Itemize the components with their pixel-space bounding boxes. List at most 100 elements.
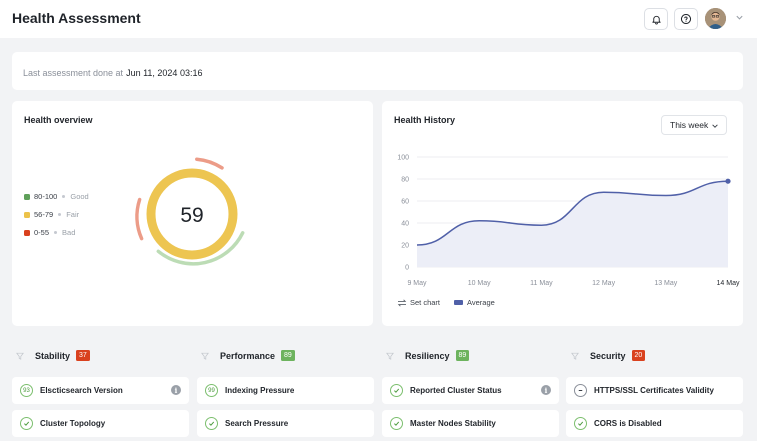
y-tick-label: 0	[405, 265, 409, 272]
chart-point-latest	[725, 178, 731, 184]
x-tick-label: 11 May	[530, 280, 553, 287]
x-tick-label: 14 May	[717, 280, 740, 287]
period-dropdown[interactable]: This week	[661, 115, 727, 135]
legend-swatch-good	[24, 193, 30, 200]
gauge-ring	[146, 168, 238, 260]
check-item-indexing-pressure[interactable]: 99 Indexing Pressure	[197, 377, 374, 404]
chevron-down-icon[interactable]	[735, 13, 744, 22]
check-icon	[205, 417, 218, 430]
last-assessment-label: Last assessment done at	[23, 68, 124, 78]
help-icon	[681, 14, 691, 24]
check-item-reported-cluster-status[interactable]: Reported Cluster Status i	[382, 377, 559, 404]
category-security: Security 20	[571, 350, 646, 361]
set-chart-button[interactable]: Set chart	[397, 298, 440, 307]
dash-icon	[574, 384, 587, 397]
health-score: 59	[180, 204, 203, 227]
last-assessment: Last assessment done at Jun 11, 2024 03:1…	[23, 68, 202, 78]
legend-range: 0-55	[34, 228, 50, 237]
legend-average-label: Average	[467, 298, 495, 307]
filter-icon[interactable]	[16, 352, 24, 360]
category-score-badge: 89	[281, 350, 295, 361]
legend-label: Good	[70, 192, 89, 201]
filter-icon[interactable]	[386, 352, 394, 360]
health-history-chart: 100 80 60 40 20 0 9 May 10 May 11 May 12 May 13 M…	[397, 155, 740, 288]
health-history-title: Health History	[394, 115, 456, 125]
y-tick-label: 60	[401, 199, 409, 206]
health-gauge: 59	[135, 157, 245, 266]
top-bar: Health Assessment	[0, 0, 757, 38]
legend-swatch-average	[454, 300, 464, 305]
period-label: This week	[670, 120, 709, 130]
check-item-label: HTTPS/SSL Certificates Validity	[594, 386, 714, 395]
score-indicator: 99	[205, 384, 218, 397]
check-item-label: Indexing Pressure	[225, 386, 295, 395]
check-icon	[390, 384, 403, 397]
filter-icon[interactable]	[201, 352, 209, 360]
y-tick-label: 40	[401, 221, 409, 228]
filter-icon[interactable]	[571, 352, 579, 360]
category-score-badge: 37	[76, 350, 90, 361]
category-score-badge: 89	[455, 350, 470, 361]
category-performance: Performance 89	[201, 350, 295, 361]
gauge-arc-good	[156, 231, 245, 266]
legend-fair: 56-79 Fair	[24, 210, 79, 219]
check-item-https-ssl[interactable]: HTTPS/SSL Certificates Validity	[566, 377, 743, 404]
legend-swatch-fair	[24, 211, 30, 218]
x-tick-label: 10 May	[468, 280, 491, 287]
page-title: Health Assessment	[12, 10, 141, 26]
legend-bad: 0-55 Bad	[24, 228, 75, 237]
avatar[interactable]	[705, 8, 726, 29]
gauge-arc-bad-top	[195, 157, 224, 170]
check-item-search-pressure[interactable]: Search Pressure	[197, 410, 374, 437]
set-chart-label: Set chart	[410, 298, 441, 307]
chart-legend: Set chart Average	[397, 298, 495, 307]
info-icon[interactable]: i	[541, 385, 551, 395]
bell-icon	[651, 15, 661, 25]
check-item-label: Master Nodes Stability	[410, 419, 496, 428]
last-assessment-date: Jun 11, 2024 03:16	[126, 68, 203, 78]
check-item-cors-disabled[interactable]: CORS is Disabled	[566, 410, 743, 437]
chart-area-average	[417, 181, 728, 267]
check-item-label: Elscticsearch Version	[40, 386, 123, 395]
chart-line-average	[416, 180, 729, 246]
legend-good: 80-100 Good	[24, 192, 89, 201]
x-tick-label: 12 May	[592, 280, 615, 287]
category-title: Performance	[220, 350, 276, 361]
help-button[interactable]	[674, 8, 698, 30]
legend-label: Fair	[66, 210, 80, 219]
health-overview-title: Health overview	[24, 115, 93, 125]
legend-range: 56-79	[34, 210, 54, 219]
y-tick-label: 80	[401, 177, 409, 184]
check-item-master-nodes-stability[interactable]: Master Nodes Stability	[382, 410, 559, 437]
chevron-down-icon	[712, 124, 718, 128]
category-title: Resiliency	[405, 350, 450, 361]
check-item-label: Cluster Topology	[40, 419, 106, 428]
category-title: Security	[590, 350, 626, 361]
category-stability: Stability 37	[16, 350, 90, 361]
health-history-card: Health History This week 100 80 60 40 20 0 9 …	[382, 101, 743, 326]
legend-label: Bad	[62, 228, 76, 237]
notifications-button[interactable]	[644, 8, 668, 30]
legend-range: 80-100	[34, 192, 58, 201]
check-icon	[574, 417, 587, 430]
check-item-elasticsearch-version[interactable]: 93 Elscticsearch Version i	[12, 377, 189, 404]
health-overview-card: Health overview 80-100 Good 56-79 Fair 0…	[12, 101, 373, 326]
y-tick-label: 20	[401, 243, 409, 250]
check-item-label: Reported Cluster Status	[410, 386, 502, 395]
swap-icon	[397, 298, 407, 307]
category-score-badge: 20	[631, 350, 646, 361]
check-item-cluster-topology[interactable]: Cluster Topology	[12, 410, 189, 437]
legend-swatch-bad	[24, 229, 30, 236]
info-icon[interactable]: i	[171, 385, 181, 395]
x-tick-label: 13 May	[654, 280, 677, 287]
check-item-label: CORS is Disabled	[594, 419, 662, 428]
y-tick-label: 100	[397, 155, 409, 162]
category-resiliency: Resiliency 89	[386, 350, 470, 361]
check-item-label: Search Pressure	[225, 419, 289, 428]
category-title: Stability	[35, 350, 71, 361]
check-icon	[390, 417, 403, 430]
score-indicator: 93	[20, 384, 33, 397]
gauge-arc-bad	[135, 197, 144, 241]
check-icon	[20, 417, 33, 430]
last-assessment-card: Last assessment done at Jun 11, 2024 03:1…	[12, 52, 743, 90]
